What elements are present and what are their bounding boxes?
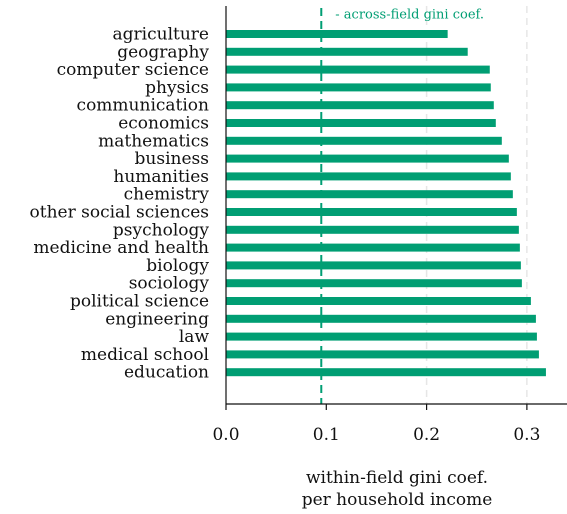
category-label: agriculture	[113, 25, 209, 45]
x-tick-label: 0.3	[513, 425, 540, 445]
category-label: communication	[77, 96, 209, 116]
category-label: physics	[145, 78, 209, 98]
category-label: humanities	[113, 167, 209, 187]
x-tick-label: 0.0	[212, 425, 239, 445]
bar	[226, 297, 531, 305]
bar	[226, 208, 517, 216]
x-axis-title-line: per household income	[302, 490, 493, 510]
bar	[226, 350, 539, 359]
category-label: economics	[118, 114, 209, 134]
x-tick-label: 0.2	[413, 425, 440, 445]
category-label: business	[135, 149, 209, 169]
reference-line-group: - across-field gini coef.	[320, 8, 484, 404]
bar	[226, 261, 521, 270]
category-label: education	[124, 363, 209, 383]
category-label: geography	[117, 42, 209, 62]
category-label: political science	[70, 292, 209, 312]
axes	[225, 6, 567, 410]
x-tick-label: 0.1	[313, 425, 340, 445]
bars	[226, 30, 546, 377]
bar	[226, 279, 522, 288]
bar	[226, 314, 536, 323]
bar	[226, 154, 509, 163]
bar	[226, 190, 513, 199]
bar	[226, 332, 537, 341]
x-axis-title: within-field gini coef.per household inc…	[302, 468, 493, 510]
bar	[226, 30, 448, 38]
category-label: sociology	[129, 274, 210, 294]
category-label: engineering	[105, 309, 209, 329]
bar	[226, 368, 546, 377]
bar	[226, 136, 502, 145]
x-tick-labels: 0.0 0.1 0.2 0.3	[212, 425, 540, 445]
category-label: medical school	[81, 345, 209, 365]
category-label: medicine and health	[33, 238, 209, 258]
category-label: other social sciences	[30, 203, 210, 223]
category-label: law	[179, 327, 210, 347]
category-label: chemistry	[124, 185, 210, 205]
x-axis-title-line: within-field gini coef.	[306, 468, 488, 488]
bar	[226, 243, 520, 252]
bar	[226, 83, 491, 92]
bar	[226, 225, 519, 234]
bar	[226, 101, 494, 110]
bar	[226, 172, 511, 181]
bar	[226, 47, 468, 56]
category-label: mathematics	[98, 131, 209, 151]
bar	[226, 119, 496, 127]
category-label: biology	[146, 256, 209, 276]
bar	[226, 65, 490, 74]
category-label: psychology	[113, 220, 209, 240]
reference-line-label: - across-field gini coef.	[335, 8, 484, 23]
category-label: computer science	[57, 60, 209, 80]
